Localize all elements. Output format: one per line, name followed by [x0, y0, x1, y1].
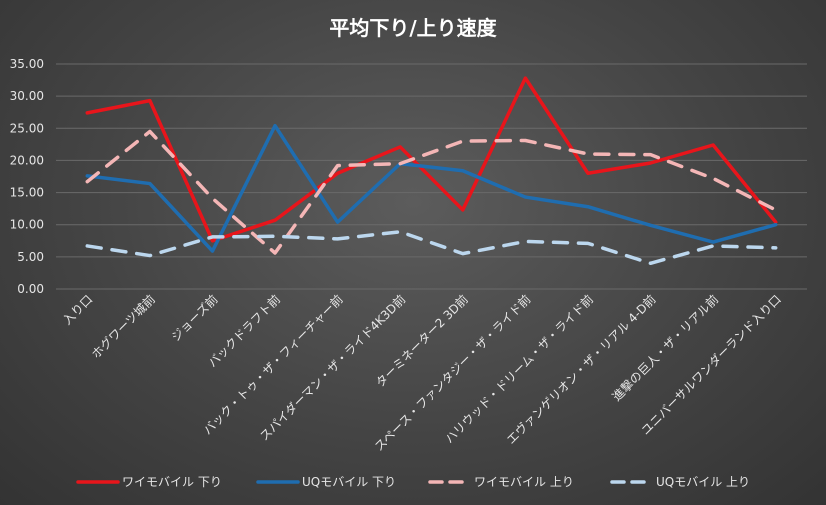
y-tick-label: 15.00: [10, 186, 44, 200]
x-tick-label: バック・トゥ・ザ・フィーチャー前: [200, 292, 346, 438]
series-lines: [85, 76, 778, 266]
x-tick-label: 進撃の巨人・ザ・リアル前: [609, 292, 721, 404]
y-tick-label: 35.00: [10, 57, 44, 71]
y-tick-label: 0.00: [17, 282, 44, 296]
series-line-2: [85, 129, 778, 255]
x-tick-label: ユニバーサルワンダーランド入り口: [638, 292, 784, 438]
y-tick-label: 20.00: [10, 153, 44, 167]
x-tick-label: 入り口: [60, 292, 95, 327]
x-tick-label: ジョーズ前: [168, 292, 221, 345]
legend-label: UQモバイル 上り: [656, 475, 750, 489]
x-tick-label: ホグワーツ城前: [88, 292, 158, 362]
chart-title: 平均下り/上り速度: [329, 16, 497, 40]
series-line-0: [85, 76, 778, 243]
y-axis-ticks: 0.00 5.00 10.00 15.00 20.00 25.00 30.00 35.00: [10, 57, 44, 296]
series-line-1: [85, 123, 778, 253]
y-tick-label: 25.00: [10, 121, 44, 135]
legend: ワイモバイル 下り UQモバイル 下り ワイモバイル 上り UQモバイル 上り: [76, 475, 750, 489]
y-tick-label: 5.00: [17, 250, 44, 264]
legend-label: UQモバイル 下り: [302, 475, 396, 489]
grid: [56, 63, 807, 290]
series-line-3: [85, 230, 778, 266]
y-tick-label: 30.00: [10, 89, 44, 103]
legend-label: ワイモバイル 下り: [122, 475, 222, 489]
y-tick-label: 10.00: [10, 218, 44, 232]
legend-label: ワイモバイル 上り: [474, 475, 574, 489]
